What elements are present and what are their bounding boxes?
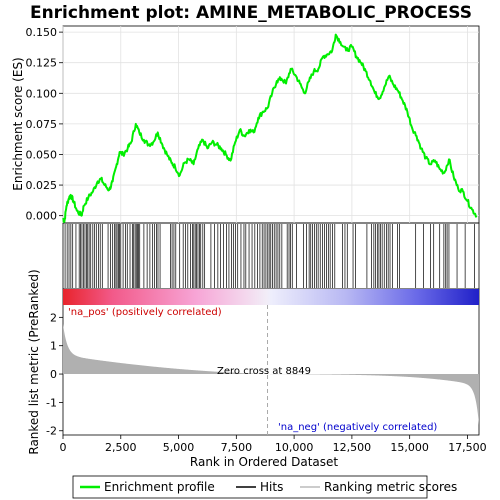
es-tick-label: 0.025 [26, 179, 58, 192]
chart-title: Enrichment plot: AMINE_METABOLIC_PROCESS [30, 3, 472, 23]
positive-correlation-label: 'na_pos' (positively correlated) [68, 307, 222, 318]
es-tick-label: 0.075 [26, 118, 58, 131]
x-tick-label: 2,500 [105, 441, 137, 454]
metric-y-axis: 2 1 0 -1 -2 [46, 311, 63, 438]
x-tick-label: 5,000 [163, 441, 195, 454]
x-tick-label: 0 [60, 441, 67, 454]
metric-tick-label: 2 [50, 311, 57, 324]
enrichment-profile-line [62, 33, 478, 223]
rank-color-bar [63, 289, 479, 305]
es-tick-label: 0.000 [26, 210, 58, 223]
metric-tick-label: -1 [46, 396, 57, 409]
metric-tick-label: 1 [50, 340, 57, 353]
x-axis-label: Rank in Ordered Dataset [190, 455, 338, 469]
es-tick-label: 0.050 [26, 148, 58, 161]
metric-tick-label: 0 [50, 368, 57, 381]
es-tick-label: 0.150 [26, 26, 58, 39]
es-tick-label: 0.100 [26, 87, 58, 100]
x-axis: 0 2,500 5,000 7,500 10,000 12,500 15,000 17,500 [60, 435, 487, 454]
legend-metric-label: Ranking metric scores [324, 480, 457, 494]
hit-markers [64, 224, 475, 288]
es-axis-label: Enrichment score (ES) [11, 57, 25, 190]
metric-axis-label: Ranked list metric (PreRanked) [27, 269, 41, 454]
legend-hits-label: Hits [260, 480, 283, 494]
legend: Enrichment profile Hits Ranking metric sco… [72, 475, 457, 499]
es-tick-label: 0.125 [26, 57, 58, 70]
x-tick-label: 10,000 [275, 441, 314, 454]
negative-correlation-label: 'na_neg' (negatively correlated) [278, 422, 437, 433]
legend-profile-label: Enrichment profile [104, 480, 215, 494]
ranking-metric-area [63, 323, 479, 426]
x-tick-label: 15,000 [390, 441, 429, 454]
x-tick-label: 7,500 [221, 441, 253, 454]
x-tick-label: 12,500 [333, 441, 372, 454]
es-gridlines [62, 26, 479, 223]
metric-tick-label: -2 [46, 425, 57, 438]
enrichment-profile-series [62, 33, 478, 223]
x-tick-label: 17,500 [448, 441, 487, 454]
zero-cross-label: Zero cross at 8849 [217, 366, 311, 377]
metric-area [63, 305, 479, 435]
es-y-axis: 0.000 0.025 0.050 0.075 0.100 0.125 0.150 [26, 26, 63, 223]
